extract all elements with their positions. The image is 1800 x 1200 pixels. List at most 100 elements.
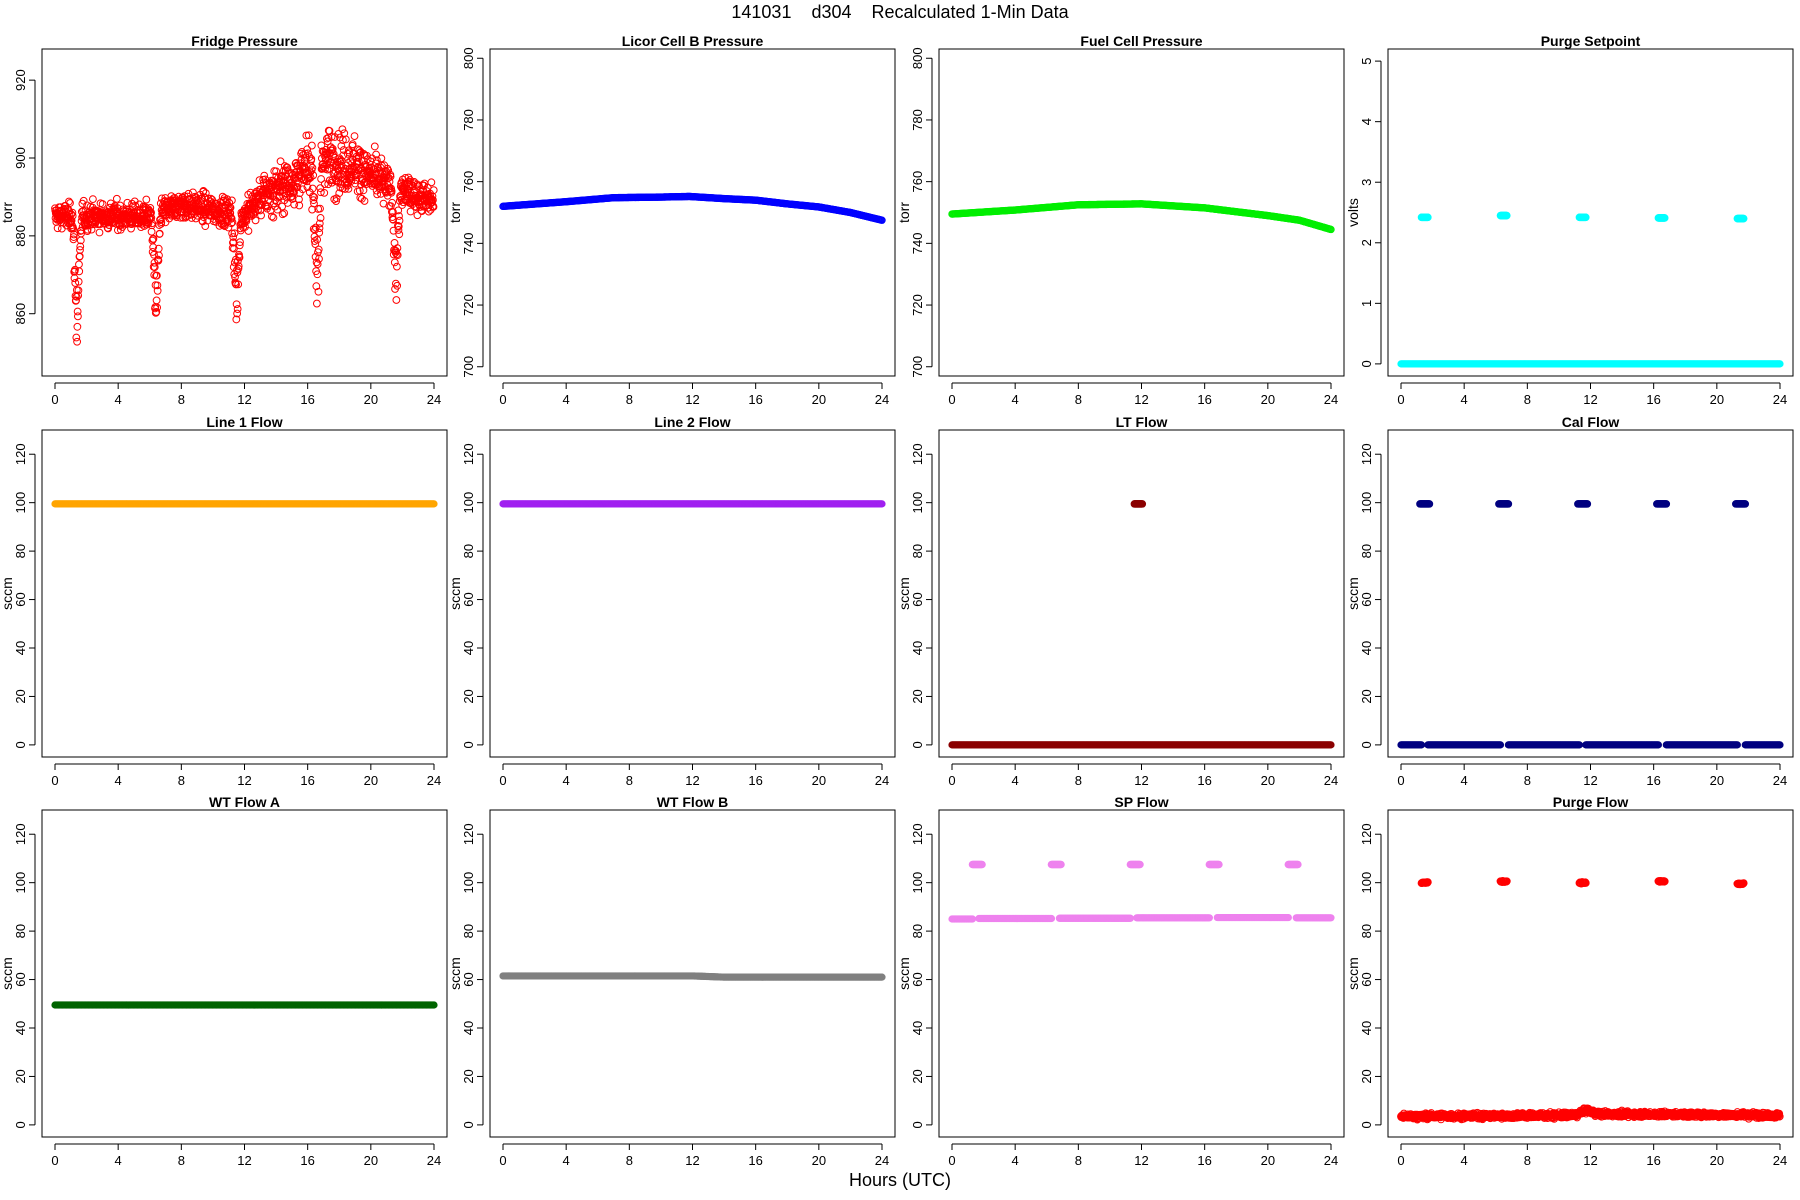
- y-tick-label: 40: [461, 641, 476, 655]
- data-point: [66, 199, 74, 207]
- plot-frame: [1387, 48, 1794, 377]
- data-point: [390, 239, 399, 247]
- data-point: [112, 194, 121, 203]
- x-tick-label: 20: [1261, 773, 1275, 788]
- x-tick-label: 4: [1461, 392, 1468, 407]
- data-point: [53, 224, 62, 233]
- data-point: [74, 286, 83, 295]
- chart-title: Cal Flow: [1562, 414, 1620, 430]
- data-point: [878, 216, 886, 224]
- data-point: [401, 173, 410, 182]
- y-tick-label: 740: [910, 232, 925, 254]
- y-tick-label: 120: [461, 443, 476, 465]
- data-point: [393, 251, 402, 260]
- y-tick-label: 2: [1359, 239, 1374, 246]
- y-tick-label: 40: [13, 641, 28, 655]
- data-point: [337, 142, 346, 150]
- y-tick-label: 20: [1359, 689, 1374, 703]
- y-tick-label: 0: [461, 741, 476, 748]
- x-tick-label: 8: [178, 773, 185, 788]
- data-point: [350, 132, 359, 140]
- y-tick-label: 3: [1359, 179, 1374, 186]
- data-point: [153, 303, 162, 312]
- data-point: [1776, 360, 1784, 368]
- data-point: [227, 214, 236, 223]
- data-point: [230, 229, 239, 238]
- data-point: [372, 167, 381, 176]
- data-point: [225, 198, 234, 207]
- data-point: [153, 286, 162, 295]
- chart-title: Purge Setpoint: [1541, 33, 1641, 49]
- x-tick-label: 16: [748, 392, 762, 407]
- data-point: [315, 219, 324, 228]
- data-point: [218, 192, 227, 201]
- x-tick-label: 8: [1075, 773, 1082, 788]
- data-point: [390, 258, 399, 267]
- y-tick-label: 100: [13, 492, 28, 514]
- data-point: [226, 203, 235, 212]
- data-point: [189, 188, 197, 197]
- x-tick-label: 20: [1710, 773, 1724, 788]
- x-tick-label: 20: [1261, 392, 1275, 407]
- x-tick-label: 24: [427, 392, 441, 407]
- y-tick-label: 60: [910, 592, 925, 606]
- data-point: [1739, 214, 1748, 223]
- y-tick-label: 800: [910, 47, 925, 69]
- y-axis-label: sccm: [0, 577, 15, 610]
- x-tick-label: 12: [685, 392, 699, 407]
- data-point: [73, 337, 82, 346]
- data-point: [406, 207, 415, 216]
- data-point: [345, 148, 354, 157]
- data-point: [308, 163, 317, 172]
- data-point: [98, 200, 107, 208]
- x-tick-label: 12: [1134, 392, 1148, 407]
- data-point: [246, 188, 255, 197]
- data-point: [372, 150, 380, 159]
- y-axis-label: torr: [896, 202, 912, 223]
- data-point: [152, 308, 161, 316]
- data-point: [68, 211, 77, 220]
- x-tick-label: 8: [626, 392, 633, 407]
- data-point: [105, 203, 114, 212]
- data-point: [397, 195, 406, 204]
- y-tick-label: 0: [1359, 360, 1374, 367]
- data-point: [304, 131, 313, 140]
- data-point: [307, 141, 316, 150]
- y-tick-label: 20: [461, 689, 476, 703]
- data-point: [235, 253, 244, 262]
- chart-title: LT Flow: [1116, 414, 1168, 430]
- data-points: [51, 500, 438, 508]
- data-point: [394, 222, 403, 231]
- y-tick-label: 80: [910, 544, 925, 558]
- data-point: [74, 291, 83, 300]
- data-point: [233, 305, 242, 313]
- data-point: [315, 224, 324, 233]
- y-tick-label: 5: [1359, 57, 1374, 64]
- y-axis-label: sccm: [447, 577, 463, 610]
- y-tick-label: 120: [13, 443, 28, 465]
- data-point: [377, 154, 386, 163]
- data-points: [948, 500, 1335, 749]
- data-point: [388, 198, 397, 207]
- data-point: [278, 210, 287, 219]
- x-tick-label: 12: [685, 773, 699, 788]
- data-point: [357, 194, 366, 203]
- x-tick-label: 12: [237, 392, 251, 407]
- y-axis-label: torr: [447, 202, 463, 223]
- x-tick-label: 24: [1324, 392, 1338, 407]
- data-point: [1138, 500, 1147, 508]
- data-point: [75, 252, 84, 261]
- data-point: [298, 185, 307, 194]
- y-axis-label: sccm: [896, 577, 912, 610]
- data-point: [227, 196, 236, 205]
- x-tick-label: 12: [237, 773, 251, 788]
- data-point: [157, 218, 166, 226]
- x-tick-label: 24: [427, 773, 441, 788]
- data-point: [251, 216, 260, 225]
- data-points: [1397, 211, 1784, 368]
- data-point: [233, 309, 242, 318]
- data-point: [1503, 211, 1511, 220]
